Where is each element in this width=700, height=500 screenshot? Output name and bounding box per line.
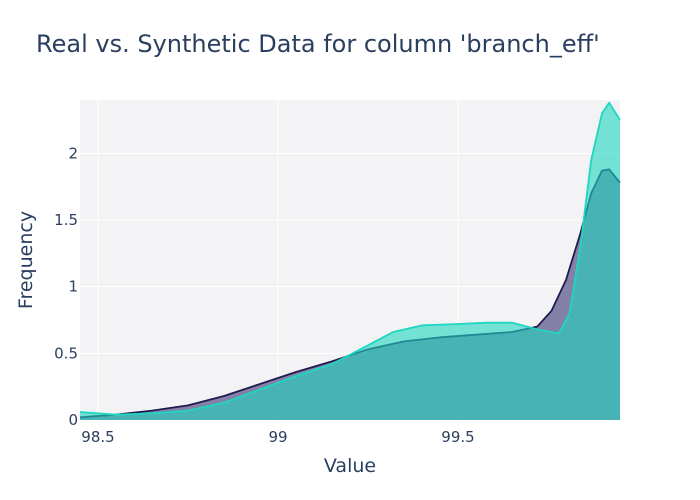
y-axis-title: Frequency — [15, 211, 37, 309]
y-tick-label: 2 — [68, 144, 78, 162]
gridlines — [80, 100, 620, 420]
y-tick-label: 1.5 — [54, 211, 78, 229]
x-tick-label: 99.5 — [441, 428, 474, 446]
series-line-2 — [79, 101, 621, 416]
series-area-2 — [80, 102, 620, 421]
chart-title: Real vs. Synthetic Data for column 'bran… — [36, 30, 600, 58]
y-tick-label: 1 — [68, 278, 78, 296]
y-tick-label: 0.5 — [54, 344, 78, 362]
x-axis-title: Value — [324, 455, 376, 477]
x-tick-label: 98.5 — [81, 428, 114, 446]
x-tick-label: 99 — [268, 428, 287, 446]
y-tick-label: 0 — [68, 411, 78, 429]
series-areas — [79, 101, 621, 421]
y-tick-labels: 0 0.5 1 1.5 2 — [54, 144, 78, 429]
x-tick-labels: 98.5 99 99.5 — [81, 428, 474, 446]
